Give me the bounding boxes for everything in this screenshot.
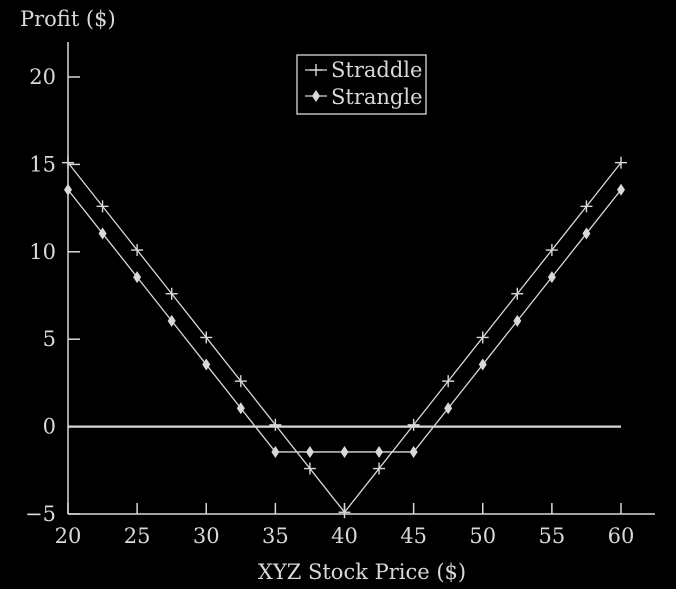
- data-point-straddle: [303, 462, 316, 475]
- data-point-straddle: [165, 287, 178, 300]
- data-point-strangle: [582, 227, 591, 240]
- y-axis-title: Profit ($): [20, 7, 116, 31]
- data-point-strangle: [547, 271, 556, 284]
- legend-label-straddle: Straddle: [331, 58, 422, 82]
- y-tick-label: 0: [43, 415, 56, 439]
- y-tick-label: −5: [25, 502, 56, 526]
- data-point-strangle: [98, 227, 107, 240]
- data-point-strangle: [236, 402, 245, 415]
- legend-label-strangle: Strangle: [331, 85, 423, 109]
- legend-marker-straddle: [305, 64, 327, 76]
- y-tick-label: 15: [29, 152, 56, 176]
- data-point-strangle: [444, 402, 453, 415]
- data-point-straddle: [615, 156, 627, 169]
- data-point-straddle: [131, 244, 144, 257]
- x-tick-label: 30: [193, 524, 220, 548]
- y-tick-label: 5: [43, 327, 56, 351]
- axis-ticks: −5 0 5 10 15 20 20 25 30 35 40 45 50 55 60: [25, 65, 634, 548]
- data-point-strangle: [64, 183, 72, 196]
- legend-box: [296, 54, 427, 115]
- x-tick-label: 45: [400, 524, 427, 548]
- data-point-straddle: [545, 244, 558, 257]
- data-point-strangle: [271, 445, 280, 458]
- data-point-straddle: [580, 200, 593, 213]
- legend: Straddle Strangle: [296, 54, 427, 115]
- data-point-strangle: [513, 314, 522, 327]
- x-tick-label: 50: [469, 524, 496, 548]
- data-point-strangle: [133, 271, 142, 284]
- data-point-strangle: [340, 445, 349, 458]
- data-point-straddle: [476, 331, 489, 344]
- x-tick-label: 20: [55, 524, 82, 548]
- legend-symbol-strangle: [312, 90, 320, 102]
- x-tick-label: 35: [262, 524, 289, 548]
- x-tick-label: 40: [331, 524, 358, 548]
- legend-marker-strangle: [305, 90, 327, 102]
- x-tick-label: 60: [608, 524, 635, 548]
- y-tick-label: 20: [29, 65, 56, 89]
- series-line-straddle: [67, 162, 622, 514]
- y-tick-label: 10: [29, 240, 56, 264]
- data-point-straddle: [234, 375, 247, 388]
- data-point-straddle: [62, 156, 74, 169]
- data-point-straddle: [373, 462, 386, 475]
- data-point-straddle: [442, 375, 455, 388]
- data-point-strangle: [409, 445, 418, 458]
- data-point-straddle: [200, 331, 213, 344]
- data-point-strangle: [617, 183, 625, 196]
- series-line-strangle: [67, 189, 622, 453]
- data-point-straddle: [407, 418, 420, 431]
- axes: [67, 42, 655, 515]
- x-tick-label: 25: [124, 524, 151, 548]
- data-point-straddle: [338, 506, 351, 519]
- series-layer: [62, 156, 627, 519]
- data-point-straddle: [96, 200, 109, 213]
- x-axis-title: XYZ Stock Price ($): [258, 560, 466, 584]
- data-point-strangle: [375, 445, 384, 458]
- data-point-strangle: [202, 358, 211, 371]
- data-point-strangle: [305, 445, 314, 458]
- data-point-strangle: [478, 358, 487, 371]
- data-point-strangle: [167, 314, 176, 327]
- data-point-straddle: [511, 287, 524, 300]
- legend-symbol-straddle: [310, 64, 322, 76]
- data-point-straddle: [269, 418, 282, 431]
- x-tick-label: 55: [539, 524, 566, 548]
